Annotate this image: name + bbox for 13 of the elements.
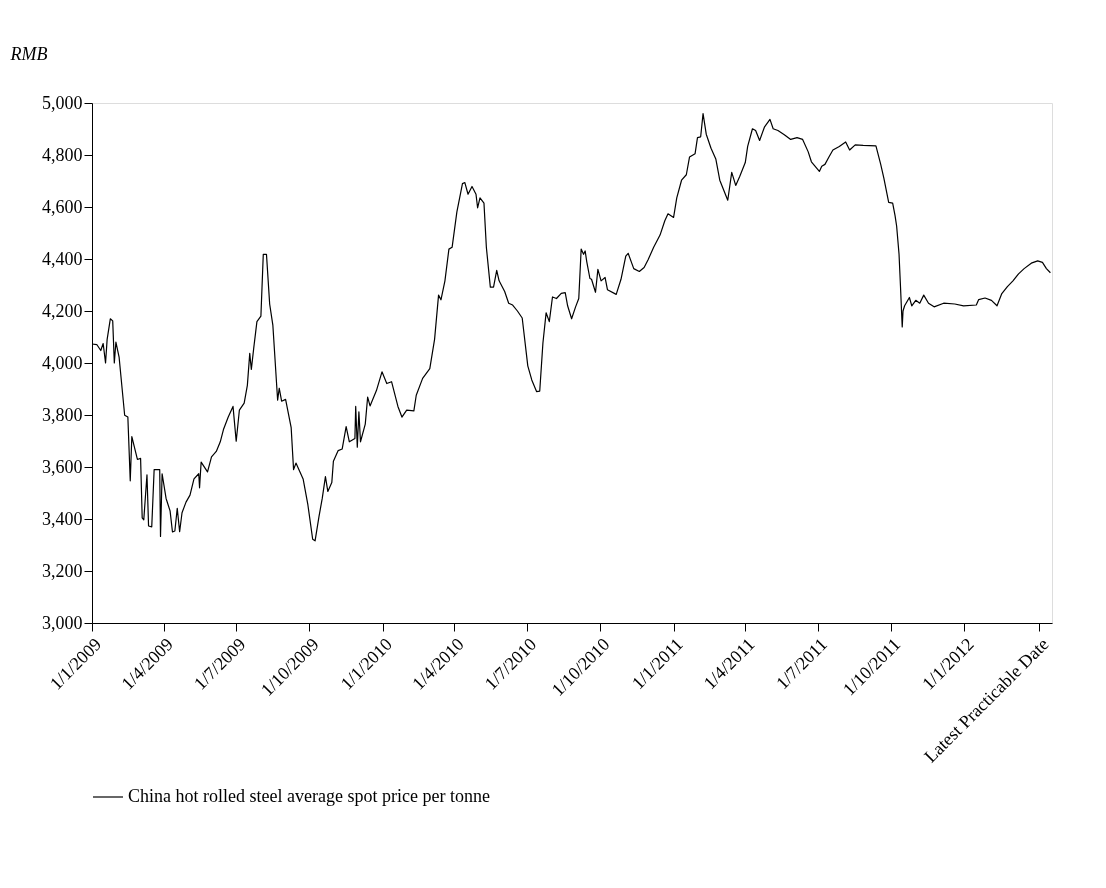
y-tick-label: 4,600 <box>42 196 83 217</box>
y-tick-label: 4,200 <box>42 300 83 321</box>
y-tick-label: 4,800 <box>42 144 83 165</box>
y-tick-label: 3,800 <box>42 404 83 425</box>
legend-label: China hot rolled steel average spot price per tonne <box>128 786 490 806</box>
y-tick-label: 3,400 <box>42 508 83 529</box>
y-tick-label: 4,000 <box>42 352 83 373</box>
y-tick-label: 3,000 <box>42 612 83 633</box>
y-tick-label: 3,200 <box>42 560 83 581</box>
y-axis-title: RMB <box>9 43 48 64</box>
y-tick-label: 5,000 <box>42 92 83 113</box>
y-tick-label: 3,600 <box>42 456 83 477</box>
y-tick-label: 4,400 <box>42 248 83 269</box>
